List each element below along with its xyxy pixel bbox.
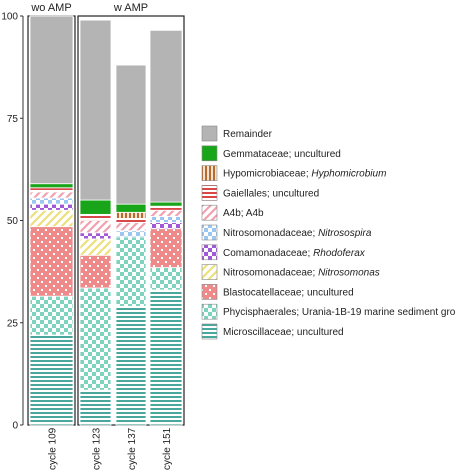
bar-segment [29,187,74,193]
legend-label: Nitrosomonadaceae; Nitrosomonas [223,268,380,279]
legend-label: Nitrosomonadaceae; Nitrosospira [223,228,372,239]
panel-label: wo AMP [30,2,71,14]
legend-swatch [201,145,218,162]
legend-item: Nitrosomonadaceae; Nitrosospira [201,224,372,241]
x-axis-labels: cycle 109 cycle 123 cycle 137 cycle 151 [48,427,174,470]
bar-segment [115,203,147,213]
y-tick-label: 75 [7,114,19,125]
legend-swatch [201,244,218,261]
bar-segment [149,29,183,203]
bar-segment [29,226,74,297]
y-tick-label: 0 [12,421,18,432]
bar-stack-cycle-151 [149,29,183,426]
legend-item: Gemmataceae; uncultured [201,145,341,162]
legend-label: Remainder [223,129,273,140]
y-tick-label: 25 [7,318,19,329]
bar-segment [115,211,147,219]
bar-segment [115,218,147,223]
legend-item: Remainder [201,125,273,142]
bar-stack-cycle-109 [29,15,74,426]
bar-segment [29,183,74,189]
legend-swatch [201,165,218,181]
legend-swatch [201,264,218,280]
legend-label: Gemmataceae; uncultured [223,149,341,160]
x-tick-label: cycle 109 [48,427,59,470]
legend-label: Phycisphaerales; Urania-1B-19 marine sed… [223,307,456,318]
bar-segment [79,238,112,256]
bar-segment [79,199,112,215]
x-tick-label: cycle 137 [127,427,138,470]
bar-segment [115,305,147,426]
legend-label: A4b; A4b [223,208,264,219]
bar-segment [115,230,147,238]
panel-label: w AMP [113,2,148,14]
legend-item: Hypomicrobiaceae; Hyphomicrobium [201,165,386,181]
legend-swatch [201,303,218,320]
legend-item: A4b; A4b [201,204,264,221]
legend-item: Nitrosomonadaceae; Nitrosomonas [201,264,380,280]
bar-segment [79,220,112,234]
bar-segment [29,295,74,336]
legend-label: Microscillaceae; uncultured [223,327,344,338]
bar-segment [149,216,183,223]
bar-segment [79,213,112,221]
legend: Remainder Gemmataceae; uncultured Hypomicr… [201,125,456,340]
bar-segment [115,236,147,307]
bar-segment [29,334,74,426]
legend-swatch [201,125,218,142]
bar-segment [29,209,74,228]
bar-segment [29,15,74,185]
bars [29,15,183,426]
bar-segment [29,197,74,205]
legend-label: Blastocatellaceae; uncultured [223,287,354,298]
legend-item: Comamonadaceae; Rhodoferax [201,244,366,261]
legend-swatch [201,284,218,300]
legend-swatch [201,224,218,241]
bar-segment [149,267,183,291]
legend-item: Microscillaceae; uncultured [201,323,344,340]
bar-segment [115,222,147,232]
bar-segment [149,209,183,217]
y-axis: 0 25 50 75 100 [1,12,24,432]
x-tick-label: cycle 123 [92,427,103,470]
legend-item: Phycisphaerales; Urania-1B-19 marine sed… [201,303,456,320]
legend-item: Gaiellales; uncultured [201,185,319,201]
x-tick-label: cycle 151 [162,427,173,470]
legend-swatch [201,323,218,340]
bar-stack-cycle-137 [115,64,147,426]
legend-label: Comamonadaceae; Rhodoferax [223,248,366,259]
legend-item: Blastocatellaceae; uncultured [201,284,354,300]
bar-segment [79,389,112,426]
legend-label: Hypomicrobiaceae; Hyphomicrobium [223,169,386,180]
bar-stack-cycle-123 [79,19,112,426]
bar-segment [149,222,183,230]
bar-segment [149,201,183,207]
bar-segment [149,289,183,426]
bar-segment [115,64,147,205]
legend-swatch [201,185,218,201]
y-tick-label: 50 [7,216,19,227]
legend-swatch [201,204,218,221]
bar-segment [79,254,112,289]
bar-segment [79,19,112,201]
bar-segment [29,191,74,199]
bar-segment [29,203,74,211]
bar-segment [149,205,183,211]
bar-segment [79,232,112,240]
bar-segment [79,287,112,391]
bar-segment [149,228,183,268]
y-tick-label: 100 [1,12,18,23]
legend-label: Gaiellales; uncultured [223,188,319,199]
